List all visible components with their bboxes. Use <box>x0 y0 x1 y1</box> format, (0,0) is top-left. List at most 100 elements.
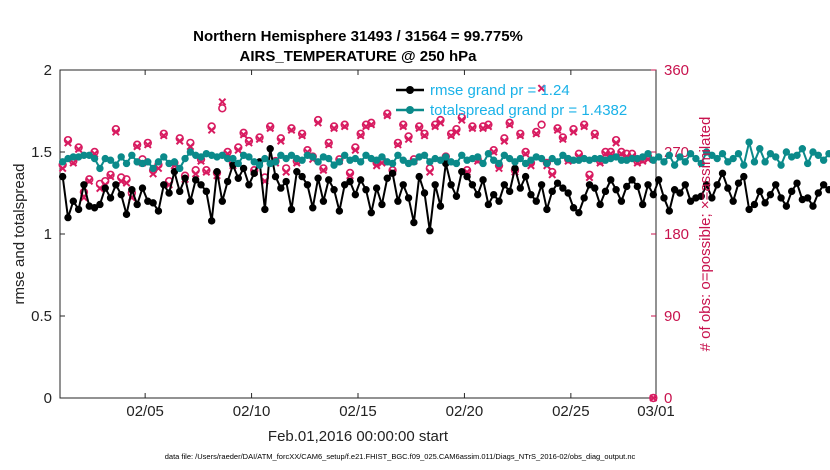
series-point-totalspread <box>479 159 487 168</box>
series-point-rmse <box>213 167 221 176</box>
series-point-rmse <box>330 186 338 194</box>
obs-assimilated-stroke <box>324 140 333 149</box>
series-point-rmse <box>101 184 109 192</box>
y-tick-label-left: 0 <box>44 390 52 407</box>
series-point-rmse <box>734 179 743 187</box>
series-point-rmse <box>787 187 796 196</box>
obs-assimilated-point <box>234 146 243 155</box>
series-point-rmse <box>197 181 205 189</box>
x-tick-label: 02/20 <box>446 403 484 420</box>
series-point-rmse <box>633 182 642 191</box>
series-point-rmse <box>335 207 344 215</box>
obs-assimilated-point <box>479 124 487 133</box>
series-point-totalspread <box>356 158 365 166</box>
series-point-rmse <box>766 190 775 199</box>
obs-assimilated-stroke <box>580 122 589 131</box>
y-tick-label-right: 0 <box>664 390 672 407</box>
series-point-totalspread <box>505 154 514 163</box>
series-point-totalspread <box>181 154 189 163</box>
series-point-rmse <box>527 190 535 199</box>
series-point-rmse <box>74 205 83 214</box>
obs-possible-point <box>361 120 371 129</box>
x-tick-label: 03/01 <box>637 403 675 420</box>
series-point-rmse <box>431 181 439 189</box>
obs-assimilated-point <box>558 135 567 144</box>
series-point-totalspread <box>809 148 817 156</box>
series-point-rmse <box>548 187 556 196</box>
series-point-totalspread <box>500 151 509 159</box>
obs-assimilated-stroke <box>612 138 620 147</box>
series-point-totalspread <box>144 158 152 166</box>
series-point-totalspread <box>197 153 205 161</box>
obs-assimilated-point <box>351 146 360 155</box>
series-point-totalspread <box>559 151 567 159</box>
series-point-totalspread <box>793 151 801 159</box>
series-point-rmse <box>261 205 269 214</box>
y-tick-label-left: 1 <box>44 226 52 243</box>
chart-title-line-1: Northern Hemisphere 31493 / 31564 = 99.7… <box>193 28 523 45</box>
series-point-rmse <box>410 218 418 227</box>
y-tick-label-left: 0.5 <box>31 308 52 325</box>
obs-possible-point <box>553 124 562 133</box>
obs-assimilated-point <box>612 138 620 147</box>
series-point-rmse <box>117 190 125 199</box>
series-point-rmse <box>186 197 195 205</box>
obs-assimilated-stroke <box>202 168 211 176</box>
obs-assimilated-stroke <box>245 138 253 147</box>
series-point-rmse <box>149 199 157 207</box>
series-point-totalspread <box>410 158 418 166</box>
obs-assimilated-point <box>175 137 184 145</box>
obs-possible-point <box>287 124 296 133</box>
obs-assimilated-point <box>340 122 349 131</box>
obs-possible-point <box>202 166 211 175</box>
series-point-rmse <box>793 179 801 187</box>
series-point-totalspread <box>58 158 67 166</box>
series-point-rmse <box>580 194 588 202</box>
obs-assimilated-stroke <box>436 118 445 127</box>
series-point-rmse <box>814 189 823 197</box>
series-point-totalspread <box>708 151 716 159</box>
obs-assimilated-stroke <box>266 124 275 133</box>
obs-possible-point <box>399 120 408 129</box>
series-point-rmse <box>596 200 604 209</box>
obs-assimilated-point <box>111 128 120 136</box>
series-point-totalspread <box>128 151 136 159</box>
obs-possible-point <box>106 170 115 179</box>
series-point-totalspread <box>362 151 370 159</box>
series-point-totalspread <box>654 153 663 161</box>
series-point-rmse <box>479 176 487 184</box>
obs-assimilated-point <box>69 159 78 167</box>
series-point-totalspread <box>702 148 711 156</box>
series-point-totalspread <box>782 148 791 156</box>
series-point-rmse <box>537 181 546 189</box>
obs-assimilated-stroke <box>255 135 264 144</box>
series-point-totalspread <box>245 153 253 161</box>
series-point-rmse <box>394 197 402 205</box>
series-point-rmse <box>495 197 503 205</box>
series-point-rmse <box>649 190 658 199</box>
series-point-totalspread <box>372 156 381 164</box>
series-point-rmse <box>516 184 525 192</box>
series-point-rmse <box>718 169 727 178</box>
obs-assimilated-point <box>245 138 253 147</box>
obs-assimilated-point <box>447 131 456 140</box>
obs-assimilated-point <box>106 172 115 181</box>
obs-possible-point <box>319 164 328 173</box>
obs-assimilated-point <box>415 124 424 133</box>
series-point-rmse <box>351 190 360 199</box>
series-point-rmse <box>591 184 599 192</box>
obs-assimilated-stroke <box>553 126 562 135</box>
series-point-rmse <box>287 205 296 214</box>
series-point-rmse <box>436 202 445 210</box>
series-point-totalspread <box>660 158 668 166</box>
series-point-totalspread <box>149 164 157 173</box>
obs-assimilated-point <box>367 120 376 129</box>
series-point-rmse <box>745 205 753 214</box>
obs-assimilated-point <box>282 168 291 176</box>
obs-assimilated-point <box>324 140 333 149</box>
series-point-rmse <box>697 192 705 200</box>
legend-label: totalspread grand pr = 1.4382 <box>430 102 627 119</box>
series-point-totalspread <box>309 153 317 161</box>
series-point-rmse <box>761 199 769 207</box>
